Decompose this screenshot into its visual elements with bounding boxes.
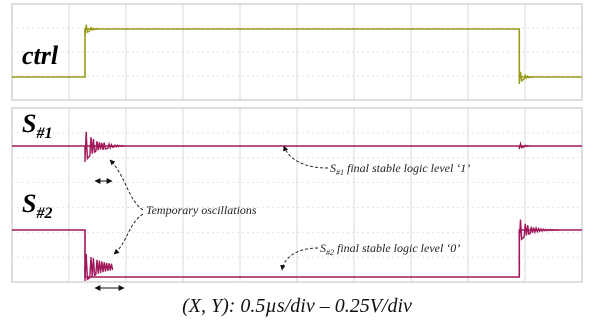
s2-final-level-annotation: S#2 final stable logic level ‘0’ xyxy=(320,241,460,257)
s2-ann-sub: #2 xyxy=(326,248,334,257)
s1-ann-rest: final stable logic level ‘1’ xyxy=(344,161,470,175)
ctrl-fall-ringing xyxy=(518,71,533,85)
s2-oscillation-burst xyxy=(84,253,114,282)
s1-label-main: S xyxy=(22,109,36,138)
s1-label: S#1 xyxy=(22,109,52,142)
s1-fall-glitch xyxy=(518,141,530,150)
grid xyxy=(12,4,582,282)
s2-ann-rest: final stable logic level ‘0’ xyxy=(334,241,460,255)
s1-settling-ripple xyxy=(102,141,125,151)
ctrl-label: ctrl xyxy=(22,41,59,70)
s2-label: S#2 xyxy=(22,189,52,222)
s2-rise-ringing xyxy=(518,219,560,243)
oscillation-arrow-down xyxy=(113,213,144,255)
s1-label-sub: #1 xyxy=(35,125,52,142)
s2-label-main: S xyxy=(22,189,36,218)
temporary-oscillations-annotation: Temporary oscillations xyxy=(146,203,257,217)
trace-s2 xyxy=(12,229,582,278)
s2-label-sub: #2 xyxy=(35,205,52,222)
traces xyxy=(12,24,582,282)
s1-annotation-arrow xyxy=(282,145,329,169)
scale-caption: (X, Y): 0.5µs/div – 0.25V/div xyxy=(182,295,412,317)
s1-ann-main: S xyxy=(330,161,336,175)
s1-oscillation-burst xyxy=(84,131,104,163)
s1-ann-sub: #1 xyxy=(336,168,344,177)
s2-annotation-arrow xyxy=(280,247,319,271)
ctrl-rise-ringing xyxy=(84,24,99,36)
s1-final-level-annotation: S#1 final stable logic level ‘1’ xyxy=(330,161,470,177)
s2-ann-main: S xyxy=(320,241,326,255)
